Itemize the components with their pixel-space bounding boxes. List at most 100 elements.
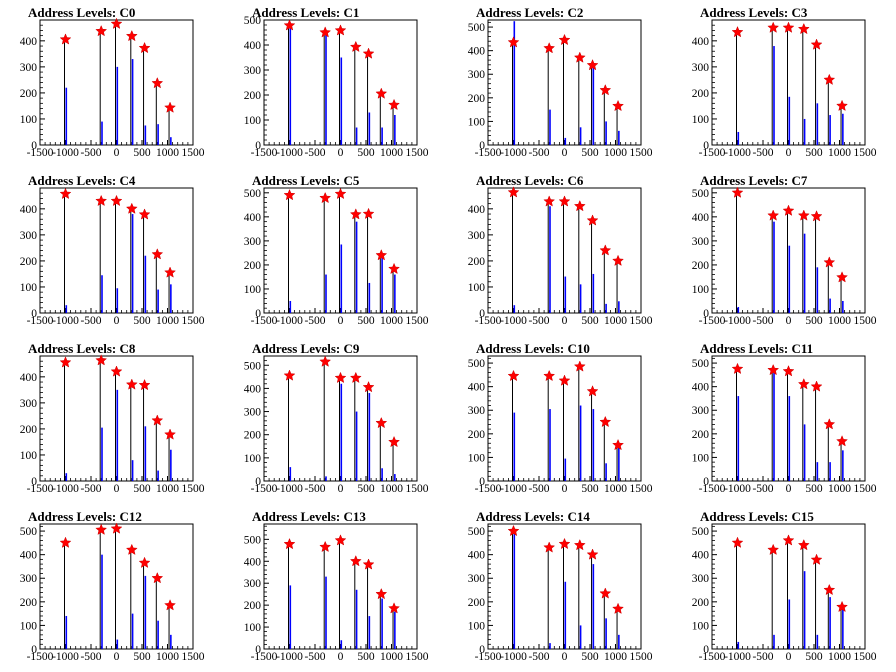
x-tick-label: -1000 [724, 315, 751, 327]
y-tick-label: 200 [20, 256, 38, 268]
blue-bar [157, 470, 159, 481]
y-tick-label: 200 [20, 88, 38, 100]
star-marker [319, 355, 332, 367]
blue-bar [65, 305, 68, 313]
y-tick-label: 400 [468, 382, 486, 394]
star-marker [59, 536, 72, 548]
blue-bar [803, 424, 806, 481]
chart-panel-11: 0 100 200 300 400 500 -1500 -1000 -500 0 500 1000 15… [672, 336, 896, 504]
y-tick-label: 100 [244, 284, 262, 296]
blue-bar [381, 468, 383, 481]
star-marker [573, 360, 586, 372]
panel-title: Address Levels: C6 [476, 173, 584, 188]
star-marker [334, 534, 347, 546]
star-marker [797, 378, 810, 390]
star-marker [507, 186, 520, 198]
y-tick-label: 100 [244, 453, 262, 465]
panel-title: Address Levels: C1 [252, 5, 360, 20]
x-tick-label: 1500 [854, 483, 877, 495]
y-tick-label: 300 [244, 578, 262, 590]
x-tick-label: -1000 [500, 651, 527, 663]
y-tick-label: 100 [692, 114, 710, 126]
star-marker [599, 244, 612, 256]
star-marker [767, 543, 780, 556]
y-tick-label: 0 [255, 140, 261, 152]
y-tick-label: 200 [468, 256, 486, 268]
chart-panel-2: 0 100 200 300 400 500 -1500 -1000 -500 0 500 1000 15… [448, 0, 672, 168]
x-tick-label: 500 [581, 147, 599, 159]
blue-bar [131, 460, 134, 481]
blue-bar [842, 450, 844, 481]
x-tick-label: 1500 [854, 147, 877, 159]
star-marker [362, 380, 375, 393]
star-marker [586, 214, 599, 226]
y-tick-label: 200 [244, 260, 262, 272]
star-marker [110, 17, 123, 29]
y-tick-label: 0 [255, 476, 261, 488]
y-tick-label: 300 [468, 69, 486, 81]
blue-bar [101, 554, 103, 649]
y-tick-label: 300 [20, 62, 38, 74]
y-tick-label: 300 [20, 230, 38, 242]
blue-bar [842, 300, 844, 313]
chart-svg: 0 100 200 300 400 500 -1500-1000 -500 0 500 1000 15… [468, 19, 653, 159]
chart-svg: 0 100 200 300 400 500 -1500-1000 -500 0 500 1000 15… [244, 523, 429, 663]
x-tick-label: -1000 [276, 315, 303, 327]
blue-bar [101, 275, 103, 313]
star-marker [375, 416, 388, 429]
blue-bar [340, 244, 343, 313]
y-tick-label: 300 [20, 573, 38, 585]
y-tick-label: 400 [468, 550, 486, 562]
star-marker [573, 199, 586, 212]
blue-bar [618, 634, 620, 649]
chart-panel-0: 0 100 200 300 400 -1500 -1000 -500 0 500 1000 1500 A… [0, 0, 224, 168]
blue-bar [788, 599, 791, 649]
star-marker [543, 195, 556, 207]
blue-bar [579, 405, 582, 481]
blue-bar [116, 288, 119, 313]
x-tick-label: 500 [805, 315, 823, 327]
blue-bar [394, 611, 396, 649]
star-marker [283, 19, 296, 31]
blue-bar [816, 267, 819, 313]
y-tick-label: 500 [244, 534, 262, 546]
star-marker [362, 558, 375, 570]
y-tick-label: 400 [692, 36, 710, 48]
blue-bar [289, 467, 292, 481]
blue-bar [340, 383, 343, 481]
y-tick-label: 200 [692, 260, 710, 272]
y-tick-label: 0 [31, 308, 37, 320]
star-marker [59, 187, 72, 200]
star-marker [558, 537, 571, 550]
blue-bar [170, 284, 172, 313]
y-tick-label: 500 [244, 360, 262, 372]
blue-bar [513, 412, 516, 481]
x-tick-label: -500 [752, 147, 773, 159]
x-tick-label: -1500 [251, 147, 278, 159]
x-tick-label: 0 [786, 483, 792, 495]
x-tick-label: 1500 [854, 315, 877, 327]
y-tick-label: 300 [692, 573, 710, 585]
chart-svg: 0 100 200 300 400 500 -1500-1000 -500 0 500 1000 15… [468, 523, 653, 663]
chart-panel-15: 0 100 200 300 400 500 -1500 -1000 -500 0 500 1000 15… [672, 504, 896, 672]
x-tick-label: -1500 [27, 147, 54, 159]
star-marker [731, 536, 744, 548]
blue-bar [829, 597, 831, 649]
y-tick-label: 300 [692, 405, 710, 417]
blue-bar [549, 109, 551, 145]
y-tick-label: 400 [692, 212, 710, 224]
x-tick-label: 1500 [182, 147, 205, 159]
chart-svg: 0 100 200 300 400 500 -1500-1000 -500 0 500 1000 15… [244, 187, 429, 327]
blue-bar [340, 640, 343, 649]
blue-bar [773, 634, 775, 649]
y-tick-label: 200 [692, 597, 710, 609]
x-tick-label: -1000 [276, 147, 303, 159]
y-tick-label: 500 [468, 526, 486, 538]
blue-bar [549, 643, 551, 649]
y-tick-label: 100 [20, 620, 38, 632]
y-tick-label: 500 [244, 15, 262, 27]
blue-bar [737, 131, 740, 145]
x-tick-label: -1500 [251, 483, 278, 495]
x-tick-label: 1000 [828, 483, 851, 495]
